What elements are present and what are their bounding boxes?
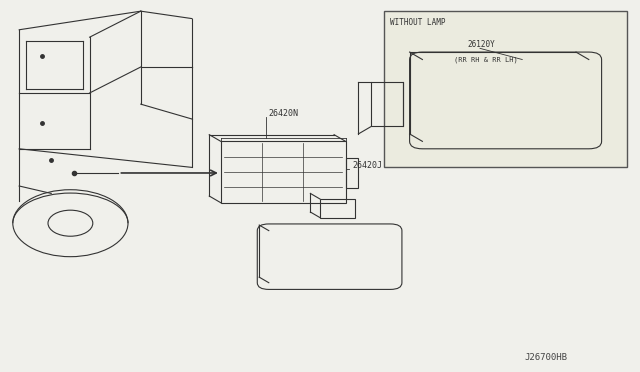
Text: J26700HB: J26700HB	[525, 353, 568, 362]
Bar	[320, 199, 355, 218]
Text: 26420N: 26420N	[269, 109, 299, 118]
Bar	[371, 82, 403, 126]
Text: (RR RH & RR LH): (RR RH & RR LH)	[454, 56, 518, 63]
Text: WITHOUT LAMP: WITHOUT LAMP	[390, 18, 446, 27]
Text: 26120Y: 26120Y	[467, 40, 495, 49]
Bar	[221, 141, 346, 203]
Bar	[384, 11, 627, 167]
Text: 26420J: 26420J	[352, 161, 382, 170]
Bar	[346, 158, 358, 188]
